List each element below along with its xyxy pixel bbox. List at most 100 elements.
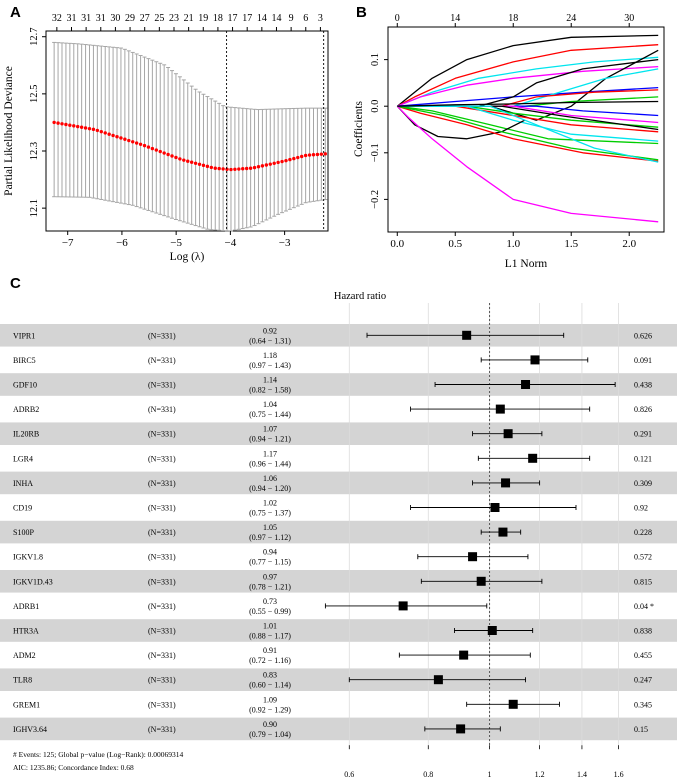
hr-value: 0.83 bbox=[263, 671, 277, 680]
top-tick-label: 25 bbox=[154, 13, 164, 24]
top-tick-label: 21 bbox=[184, 13, 194, 24]
deviance-point bbox=[182, 158, 186, 162]
deviance-point bbox=[233, 167, 237, 171]
deviance-point bbox=[103, 131, 107, 135]
ci-value: (0.97 − 1.43) bbox=[249, 361, 291, 370]
deviance-point bbox=[79, 125, 84, 129]
hr-marker bbox=[521, 380, 531, 389]
forest-row: IL20RB (N=331) 1.07(0.94 − 1.21) 0.291 bbox=[13, 425, 652, 444]
deviance-point bbox=[225, 167, 229, 171]
hr-value: 1.17 bbox=[263, 449, 277, 458]
deviance-point bbox=[221, 167, 225, 171]
deviance-point bbox=[237, 167, 241, 171]
deviance-point bbox=[229, 167, 233, 172]
deviance-point bbox=[107, 132, 111, 136]
n-label: (N=331) bbox=[148, 381, 176, 390]
deviance-point bbox=[56, 121, 60, 125]
n-label: (N=331) bbox=[148, 651, 176, 660]
top-tick-label: 3 bbox=[318, 13, 323, 24]
panel-a-deviance-points bbox=[52, 120, 327, 172]
y-tick-label: 0.1 bbox=[370, 53, 381, 66]
forest-footnote-events: # Events: 125; Global p−value (Log−Rank)… bbox=[13, 750, 184, 759]
n-label: (N=331) bbox=[148, 627, 176, 636]
p-value: 0.345 bbox=[634, 700, 652, 709]
hr-value: 1.07 bbox=[263, 425, 277, 434]
panel-a-frame bbox=[45, 30, 329, 232]
x-tick-label: 0.0 bbox=[390, 238, 404, 250]
deviance-point bbox=[276, 160, 280, 165]
x-tick-label: 1.5 bbox=[564, 238, 578, 250]
deviance-point bbox=[115, 135, 119, 139]
deviance-point bbox=[197, 162, 202, 167]
n-label: (N=331) bbox=[148, 430, 176, 439]
ci-value: (0.96 − 1.44) bbox=[249, 459, 291, 468]
hr-value: 1.05 bbox=[263, 523, 277, 532]
forest-row-shading bbox=[0, 324, 677, 741]
deviance-point bbox=[158, 149, 162, 154]
row-shade bbox=[0, 422, 677, 445]
deviance-point bbox=[91, 127, 96, 132]
deviance-point bbox=[193, 161, 198, 165]
top-tick-label: 6 bbox=[303, 13, 308, 24]
forest-row: LGR4 (N=331) 1.17(0.96 − 1.44) 0.121 bbox=[13, 449, 652, 468]
row-shade bbox=[0, 471, 677, 495]
p-value: 0.121 bbox=[634, 454, 652, 463]
n-label: (N=331) bbox=[148, 577, 176, 586]
gene-label: IL20RB bbox=[13, 430, 39, 439]
gene-label: IGKV1.8 bbox=[13, 553, 43, 562]
deviance-point bbox=[150, 146, 155, 151]
forest-row: TLR8 (N=331) 0.83(0.60 − 1.14) 0.247 bbox=[13, 671, 652, 690]
y-tick-label: 12.1 bbox=[29, 199, 40, 217]
deviance-point bbox=[189, 160, 194, 164]
deviance-point bbox=[260, 164, 265, 168]
panel-b-coefficient-lines bbox=[396, 34, 659, 223]
hr-marker bbox=[433, 675, 443, 685]
deviance-point bbox=[300, 154, 304, 159]
ci-value: (0.94 − 1.20) bbox=[249, 484, 291, 493]
deviance-point bbox=[256, 165, 261, 169]
hr-marker bbox=[495, 404, 505, 414]
deviance-point bbox=[127, 138, 131, 143]
ci-value: (0.55 − 0.99) bbox=[249, 607, 291, 616]
ci-value: (0.64 − 1.31) bbox=[249, 336, 291, 345]
hr-value: 1.09 bbox=[263, 695, 277, 704]
coef-path-magenta-1 bbox=[397, 65, 659, 107]
deviance-point bbox=[319, 152, 324, 156]
x-tick-label: 1.6 bbox=[614, 770, 624, 779]
p-value: 0.572 bbox=[634, 553, 652, 562]
x-tick-label: 1.0 bbox=[506, 238, 520, 250]
top-tick-label: 23 bbox=[169, 13, 179, 24]
ci-value: (0.79 − 1.04) bbox=[249, 730, 291, 739]
deviance-point bbox=[119, 136, 123, 140]
p-value: 0.291 bbox=[634, 430, 652, 439]
forest-title: Hazard ratio bbox=[334, 291, 386, 302]
deviance-point bbox=[99, 129, 103, 134]
hr-value: 1.01 bbox=[263, 622, 277, 631]
x-tick-label: −3 bbox=[279, 237, 291, 249]
x-tick-label: −7 bbox=[62, 237, 74, 249]
p-value: 0.626 bbox=[634, 331, 652, 340]
coef-path-magenta-3 bbox=[396, 105, 659, 223]
ci-value: (0.75 − 1.37) bbox=[249, 509, 291, 518]
gene-label: CD19 bbox=[13, 504, 32, 513]
coef-path-green-4 bbox=[397, 105, 659, 161]
forest-row: IGHV3.64 (N=331) 0.90(0.79 − 1.04) 0.15 bbox=[13, 720, 648, 739]
deviance-point bbox=[131, 140, 135, 144]
deviance-point bbox=[52, 120, 56, 125]
p-value: 0.247 bbox=[634, 676, 652, 685]
top-tick-label: 31 bbox=[66, 13, 76, 24]
y-tick-label: 12.3 bbox=[29, 142, 40, 160]
coef-path-black-2 bbox=[397, 49, 659, 121]
deviance-point bbox=[83, 126, 88, 130]
deviance-point bbox=[209, 165, 214, 170]
deviance-point bbox=[264, 163, 269, 167]
deviance-point bbox=[217, 166, 221, 171]
deviance-point bbox=[72, 124, 76, 128]
p-value: 0.04 * bbox=[634, 602, 654, 611]
top-tick-label: 30 bbox=[624, 13, 634, 24]
hr-marker bbox=[508, 699, 518, 709]
p-value: 0.455 bbox=[634, 651, 652, 660]
n-label: (N=331) bbox=[148, 454, 176, 463]
deviance-point bbox=[76, 124, 80, 129]
deviance-point bbox=[248, 166, 253, 170]
